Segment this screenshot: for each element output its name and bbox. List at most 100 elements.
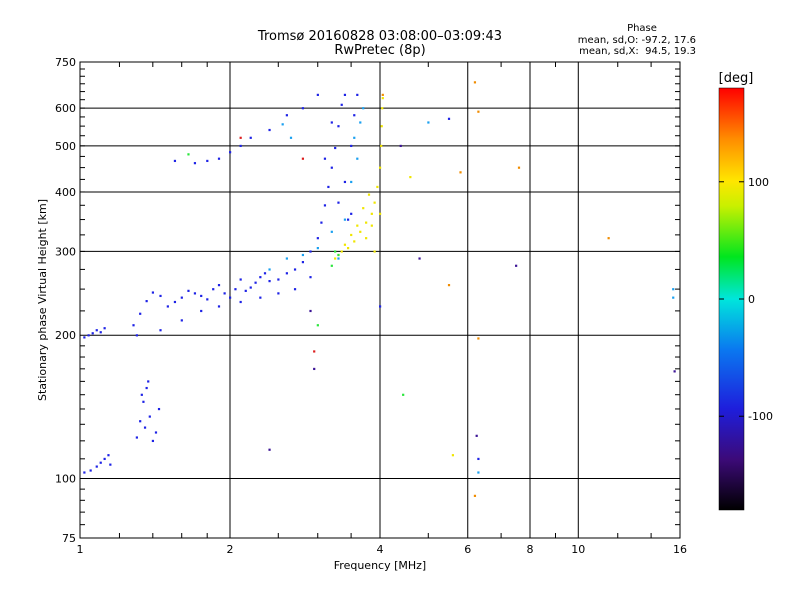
echo-point (293, 268, 297, 271)
echo-point (281, 123, 284, 126)
grid-lines (80, 62, 680, 538)
phase-colorbar: [deg] -100 0 100 (719, 71, 773, 511)
y-tick-label: 600 (55, 102, 76, 115)
echo-point (151, 291, 155, 294)
echo-point (206, 298, 209, 301)
echo-point (143, 426, 147, 429)
echo-point (327, 185, 330, 189)
echo-point (343, 180, 347, 184)
echo-point (107, 454, 110, 457)
x-axis-label: Frequency [MHz] (334, 559, 426, 572)
echo-point (607, 237, 610, 240)
echo-point (402, 393, 405, 396)
echo-point (229, 151, 232, 154)
echo-point (475, 434, 478, 437)
echo-point (217, 157, 221, 160)
echo-point (359, 121, 362, 124)
echo-point (373, 250, 376, 253)
echo-point (337, 201, 340, 204)
phase-stats-x: mean, sd,X: 94.5, 19.3 (579, 46, 696, 57)
x-tick-label: 8 (527, 543, 534, 556)
echo-point (399, 144, 402, 148)
echo-point (154, 431, 158, 434)
echo-point (200, 309, 203, 313)
echo-point (370, 224, 373, 227)
echo-point (187, 153, 190, 156)
echo-point (234, 288, 237, 291)
y-tick-label: 75 (62, 532, 76, 545)
colorbar-tick-label: -100 (748, 410, 773, 423)
echo-point (239, 144, 242, 148)
colorbar-tick-label: 100 (748, 176, 769, 189)
minor-ticks (80, 62, 680, 538)
echo-point (217, 305, 221, 308)
x-tick-label: 10 (571, 543, 585, 556)
echo-point (103, 327, 106, 330)
echo-point (365, 237, 368, 240)
echo-point (427, 121, 430, 124)
echo-point (515, 264, 518, 267)
echo-point (187, 289, 190, 292)
y-tick-label: 500 (55, 140, 76, 153)
echo-point (263, 272, 267, 275)
echo-point (672, 296, 675, 299)
echo-point (223, 292, 226, 295)
echo-point (362, 107, 365, 110)
echo-point (140, 393, 143, 396)
echo-point (313, 367, 316, 371)
echo-point (91, 332, 94, 335)
phase-stats-o: mean, sd,O: -97.2, 17.6 (578, 35, 696, 46)
echo-point (200, 294, 203, 298)
echo-point (334, 257, 337, 260)
echo-point (459, 171, 462, 174)
echo-point (477, 471, 480, 474)
echo-point (277, 292, 280, 295)
echo-point (673, 370, 676, 373)
data-points (83, 81, 676, 497)
echo-point (83, 471, 86, 474)
echo-point (418, 257, 421, 260)
echo-point (249, 136, 252, 139)
echo-point (356, 93, 359, 96)
echo-point (293, 288, 297, 291)
echo-point (135, 334, 138, 337)
echo-point (309, 276, 312, 279)
echo-point (316, 93, 319, 96)
x-tick-label: 4 (377, 543, 384, 556)
x-tick-label: 1 (77, 543, 84, 556)
echo-point (380, 125, 383, 128)
y-tick-label: 400 (55, 186, 76, 199)
echo-point (477, 110, 480, 113)
echo-point (359, 230, 362, 233)
echo-point (99, 461, 102, 464)
echo-point (166, 305, 169, 308)
colorbar-tick-label: 0 (748, 293, 755, 306)
colorbar-label: [deg] (719, 71, 754, 86)
echo-point (285, 257, 288, 260)
echo-point (157, 407, 161, 411)
echo-point (206, 159, 209, 163)
echo-point (229, 296, 232, 299)
x-tick-label: 6 (464, 543, 471, 556)
echo-point (320, 221, 323, 224)
echo-point (350, 144, 353, 148)
echo-point (180, 296, 183, 299)
echo-point (139, 420, 142, 423)
x-tick-labels: 1 2 4 6 8 10 16 (77, 543, 688, 556)
echo-point (95, 329, 98, 332)
echo-point (239, 278, 242, 281)
echo-point (379, 305, 382, 308)
echo-point (343, 93, 347, 96)
echo-point (309, 309, 312, 313)
echo-point (447, 284, 451, 287)
y-tick-label: 200 (55, 329, 76, 342)
echo-point (193, 162, 197, 165)
echo-point (139, 312, 142, 315)
y-tick-label: 300 (55, 245, 76, 258)
echo-point (350, 233, 353, 237)
echo-point (254, 281, 257, 284)
echo-point (447, 117, 451, 120)
echo-point (381, 97, 384, 100)
echo-point (340, 250, 343, 253)
